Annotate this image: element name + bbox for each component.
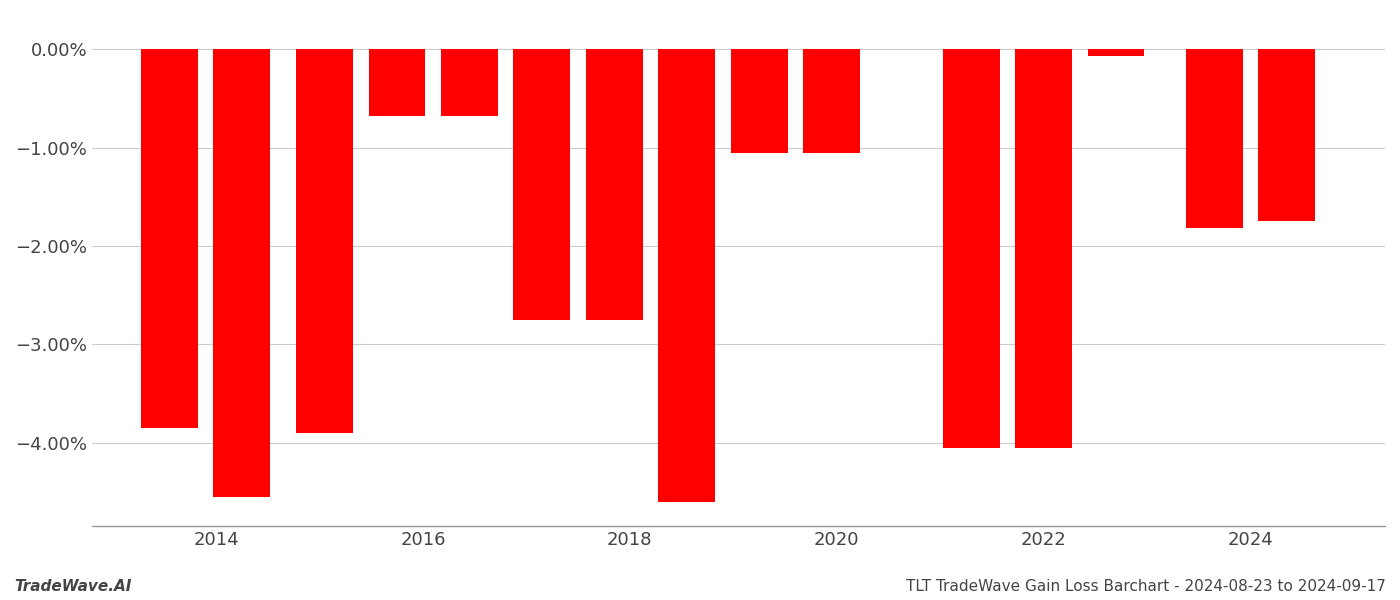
Bar [658,49,715,502]
Bar [1259,49,1315,221]
Bar [441,49,498,116]
Text: TradeWave.AI: TradeWave.AI [14,579,132,594]
Bar [942,49,1000,448]
Bar [1088,49,1144,56]
Bar [368,49,426,116]
Bar [804,49,860,152]
Bar [213,49,270,497]
Bar [731,49,788,152]
Bar [1186,49,1243,229]
Text: TLT TradeWave Gain Loss Barchart - 2024-08-23 to 2024-09-17: TLT TradeWave Gain Loss Barchart - 2024-… [906,579,1386,594]
Bar [585,49,643,320]
Bar [297,49,353,433]
Bar [514,49,570,320]
Bar [141,49,197,428]
Bar [1015,49,1072,448]
